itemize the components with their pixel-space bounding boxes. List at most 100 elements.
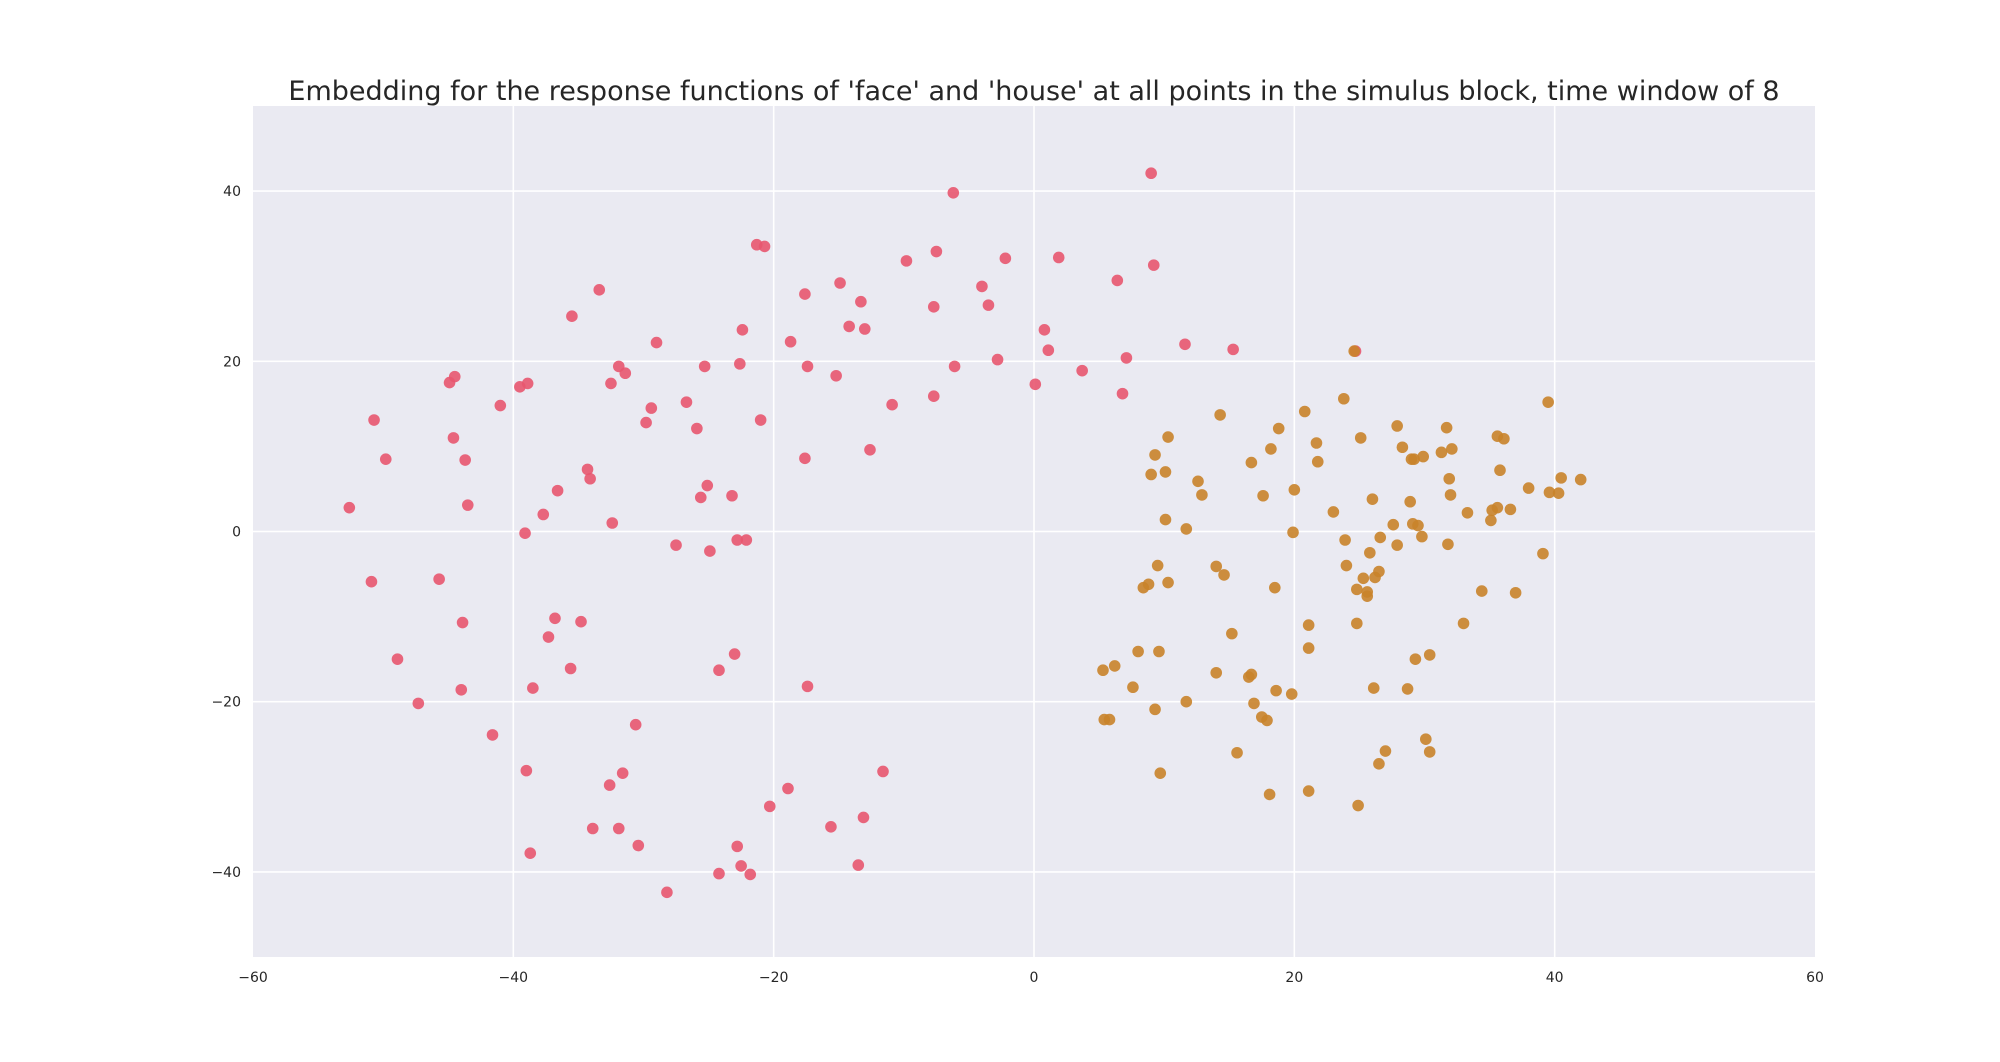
data-point	[1180, 523, 1193, 535]
data-point	[1029, 378, 1042, 391]
data-point	[1097, 664, 1109, 677]
data-point	[1302, 642, 1315, 654]
data-point	[1153, 645, 1165, 658]
data-point	[1310, 437, 1323, 449]
y-tick-label: −20	[211, 695, 241, 711]
data-point	[1391, 420, 1403, 432]
data-point	[1461, 506, 1474, 519]
data-point	[461, 499, 474, 511]
data-point	[1111, 274, 1124, 287]
data-point	[1409, 653, 1422, 665]
data-point	[566, 310, 578, 322]
data-point	[1261, 714, 1273, 727]
data-point	[1245, 668, 1258, 681]
data-point	[605, 377, 617, 390]
data-point	[1120, 352, 1133, 364]
data-point	[1042, 344, 1055, 357]
data-point	[754, 414, 767, 426]
data-point	[1504, 503, 1517, 516]
data-point	[650, 336, 663, 349]
data-point	[782, 782, 794, 795]
data-point	[1423, 746, 1436, 758]
data-point	[877, 765, 889, 778]
data-point	[1440, 421, 1453, 434]
data-point	[1288, 484, 1301, 496]
data-point	[927, 301, 940, 313]
data-point	[1127, 681, 1139, 694]
data-point	[1311, 455, 1324, 468]
data-point	[1226, 627, 1238, 640]
data-point	[581, 463, 594, 476]
data-point	[1435, 446, 1448, 459]
data-point	[731, 840, 744, 853]
data-point	[726, 489, 738, 502]
data-point	[1340, 559, 1353, 572]
data-point	[1052, 251, 1065, 264]
data-point	[1374, 531, 1387, 544]
x-axis-ticks: −60 −40 −20 0 20 40 60	[238, 970, 1824, 986]
data-point	[1522, 482, 1535, 494]
data-point	[1149, 449, 1161, 461]
data-point	[1367, 682, 1380, 694]
data-point	[537, 508, 550, 521]
data-point	[728, 648, 741, 660]
data-point	[1145, 468, 1157, 481]
data-point	[1457, 617, 1470, 630]
data-point	[855, 295, 867, 308]
data-point	[606, 517, 619, 529]
data-point	[433, 573, 445, 585]
data-point	[1272, 422, 1285, 435]
data-point	[1574, 473, 1587, 486]
data-point	[1442, 538, 1454, 551]
data-point	[1366, 493, 1379, 505]
data-point	[1142, 578, 1155, 591]
data-point	[593, 284, 606, 296]
data-point	[736, 324, 749, 336]
data-point	[1379, 745, 1392, 757]
data-point	[1076, 364, 1088, 377]
x-tick-label: 0	[1030, 970, 1039, 986]
data-point	[1265, 443, 1277, 455]
data-point	[1108, 660, 1121, 672]
data-point	[1475, 585, 1488, 597]
data-point	[586, 822, 599, 835]
data-point	[1145, 167, 1157, 180]
data-point	[1423, 649, 1436, 661]
data-point	[549, 612, 561, 625]
data-point	[1116, 387, 1129, 400]
data-point	[1162, 431, 1174, 443]
data-point	[852, 859, 865, 871]
data-point	[740, 534, 753, 546]
data-point	[670, 539, 682, 551]
data-point	[564, 662, 577, 675]
data-points	[343, 167, 1587, 899]
x-tick-label: 20	[1285, 970, 1303, 986]
data-point	[1180, 695, 1193, 708]
data-point	[1147, 259, 1160, 271]
data-point	[1420, 733, 1432, 745]
data-point	[368, 414, 380, 426]
data-point	[927, 390, 940, 402]
data-point	[1245, 456, 1258, 469]
data-point	[1227, 343, 1239, 356]
data-point	[825, 820, 837, 833]
data-point	[1408, 453, 1420, 465]
data-point	[629, 718, 642, 731]
data-point	[886, 398, 898, 411]
data-point	[1351, 617, 1363, 630]
data-point	[691, 422, 703, 435]
data-point	[412, 697, 425, 710]
data-point	[948, 360, 961, 373]
data-point	[1352, 799, 1364, 812]
data-point	[799, 452, 811, 465]
data-point	[456, 616, 469, 629]
data-point	[1159, 513, 1172, 526]
y-tick-label: −40	[211, 865, 241, 881]
data-point	[801, 680, 814, 693]
data-point	[1443, 472, 1456, 485]
data-point	[1364, 546, 1376, 559]
data-point	[784, 335, 797, 348]
data-point	[1387, 518, 1400, 531]
